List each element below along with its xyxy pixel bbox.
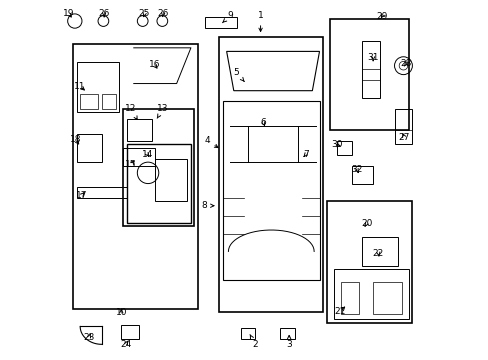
- Text: 14: 14: [142, 150, 153, 159]
- Bar: [351, 166, 372, 184]
- Bar: [372, 282, 401, 314]
- Text: 30: 30: [330, 140, 342, 149]
- Text: 28: 28: [400, 59, 411, 68]
- Bar: [241, 328, 255, 339]
- Text: 26: 26: [157, 9, 168, 18]
- Bar: [121, 325, 139, 339]
- Text: 9: 9: [222, 11, 233, 23]
- Bar: [333, 269, 408, 319]
- Bar: [280, 328, 294, 339]
- Text: 11: 11: [74, 82, 86, 91]
- Text: 31: 31: [366, 53, 378, 62]
- Bar: [337, 141, 351, 155]
- Text: 26: 26: [98, 9, 110, 18]
- Text: 2: 2: [249, 334, 258, 349]
- Text: 5: 5: [233, 68, 244, 81]
- Text: 16: 16: [148, 60, 160, 69]
- Bar: [394, 109, 411, 144]
- Text: 23: 23: [83, 333, 95, 342]
- Bar: [219, 37, 323, 312]
- Bar: [155, 158, 187, 202]
- Bar: [329, 19, 408, 130]
- Text: 32: 32: [350, 166, 362, 175]
- Text: 29: 29: [376, 12, 387, 21]
- Text: 17: 17: [76, 190, 87, 199]
- Text: 8: 8: [201, 201, 213, 210]
- Bar: [102, 94, 116, 109]
- Bar: [123, 148, 155, 166]
- Text: 27: 27: [398, 133, 409, 142]
- Text: 18: 18: [70, 135, 81, 144]
- Bar: [80, 94, 98, 109]
- Text: 3: 3: [285, 336, 291, 349]
- Bar: [77, 134, 102, 162]
- Text: 19: 19: [63, 9, 74, 18]
- Text: 15: 15: [125, 161, 136, 170]
- Text: 24: 24: [120, 340, 131, 349]
- Text: 13: 13: [157, 104, 168, 118]
- Bar: [77, 187, 126, 198]
- Text: 12: 12: [125, 104, 137, 120]
- Text: 4: 4: [204, 136, 218, 148]
- Bar: [340, 282, 358, 314]
- Text: 25: 25: [139, 9, 150, 18]
- Text: 10: 10: [115, 308, 127, 317]
- Bar: [73, 44, 198, 309]
- Text: 21: 21: [334, 307, 345, 316]
- Bar: [77, 62, 119, 112]
- Text: 20: 20: [360, 219, 371, 228]
- Bar: [126, 144, 190, 223]
- Text: 6: 6: [260, 118, 266, 127]
- Bar: [205, 18, 237, 28]
- Bar: [362, 41, 380, 98]
- Text: 7: 7: [303, 150, 308, 159]
- Text: 22: 22: [372, 249, 383, 258]
- Bar: [123, 109, 194, 226]
- Bar: [126, 119, 151, 141]
- Bar: [362, 237, 397, 266]
- Bar: [326, 202, 411, 323]
- Text: 1: 1: [257, 11, 263, 31]
